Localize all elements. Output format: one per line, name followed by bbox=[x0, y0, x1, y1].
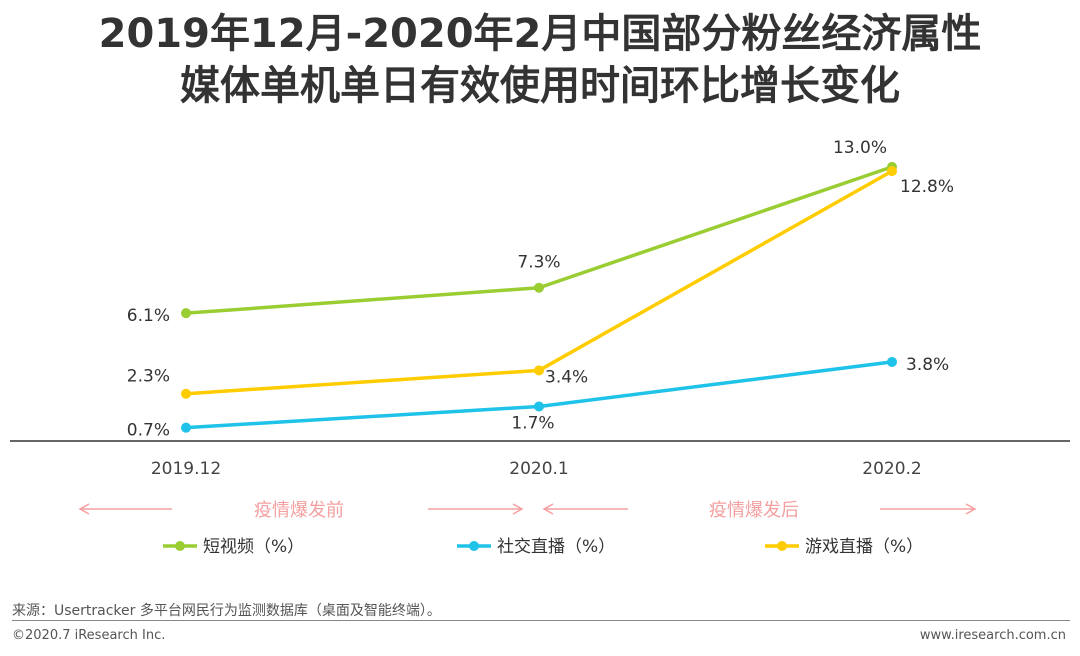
phase-arrow-head bbox=[512, 503, 524, 515]
data-label: 3.4% bbox=[545, 367, 588, 387]
data-point bbox=[534, 365, 544, 376]
x-tick-label: 2020.2 bbox=[862, 459, 921, 479]
legend-label: 社交直播（%） bbox=[497, 537, 615, 557]
data-point bbox=[887, 356, 897, 367]
data-label: 7.3% bbox=[517, 253, 560, 273]
phase-label-before: 疫情爆发前 bbox=[254, 500, 344, 521]
chart-title-line2: 媒体单机单日有效使用时间环比增长变化 bbox=[180, 63, 900, 109]
legend-label: 短视频（%） bbox=[203, 537, 304, 557]
data-label: 3.8% bbox=[906, 355, 949, 375]
source-note: 来源：Usertracker 多平台网民行为监测数据库（桌面及智能终端）。 bbox=[12, 603, 441, 619]
data-label: 2.3% bbox=[127, 367, 170, 387]
phase-arrow-head bbox=[965, 503, 977, 515]
chart-title-line1: 2019年12月-2020年2月中国部分粉丝经济属性 bbox=[98, 11, 982, 57]
phase-arrow-head bbox=[78, 503, 90, 515]
data-point bbox=[181, 308, 191, 319]
data-label: 6.1% bbox=[127, 306, 170, 326]
data-point bbox=[181, 422, 191, 433]
legend-marker bbox=[777, 541, 787, 551]
data-point bbox=[534, 401, 544, 412]
data-label: 1.7% bbox=[511, 413, 554, 433]
data-label: 13.0% bbox=[833, 138, 887, 158]
data-point bbox=[181, 388, 191, 399]
footer-divider bbox=[12, 620, 1070, 621]
legend-marker bbox=[175, 541, 185, 551]
line-chart: 2019.12 2020.1 2020.2 6.1% 7.3% 13.0% 0.7% 1.7%… bbox=[10, 138, 1070, 557]
phase-label-after: 疫情爆发后 bbox=[709, 500, 799, 521]
x-tick-label: 2019.12 bbox=[151, 459, 221, 479]
x-tick-label: 2020.1 bbox=[509, 459, 568, 479]
data-point bbox=[534, 282, 544, 293]
copyright: ©2020.7 iResearch Inc. bbox=[12, 628, 166, 643]
legend-marker bbox=[469, 541, 479, 551]
data-label: 12.8% bbox=[900, 177, 954, 197]
phase-arrow-head bbox=[542, 503, 554, 515]
legend-label: 游戏直播（%） bbox=[805, 537, 923, 557]
data-label: 0.7% bbox=[127, 421, 170, 441]
data-point bbox=[887, 166, 897, 177]
website: www.iresearch.com.cn bbox=[919, 628, 1066, 643]
